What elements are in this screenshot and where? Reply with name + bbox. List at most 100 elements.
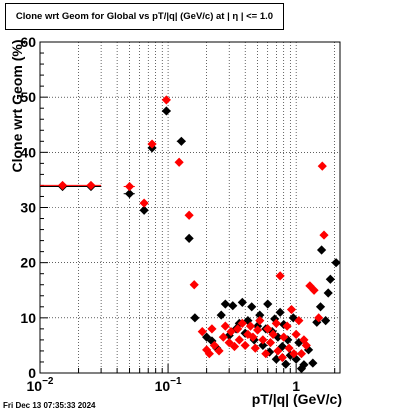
data-point (275, 307, 285, 317)
y-tick-label: 60 (20, 34, 36, 50)
data-point (218, 332, 228, 342)
data-point (57, 180, 68, 191)
series-red-points (40, 95, 329, 363)
data-point (314, 313, 324, 323)
data-point (204, 349, 214, 359)
y-axis-ticks: 0 10 20 30 40 50 60 (20, 34, 48, 381)
data-point (281, 359, 291, 369)
data-point (261, 349, 271, 359)
data-point (301, 340, 311, 351)
data-point (234, 335, 244, 345)
data-point (229, 341, 240, 352)
data-point (263, 299, 273, 309)
data-point (248, 332, 258, 342)
data-point (174, 157, 184, 167)
data-point (139, 205, 149, 215)
data-point (321, 315, 331, 326)
data-point (258, 335, 268, 345)
x-tick-label: 1 (292, 378, 300, 394)
data-point (250, 343, 260, 353)
data-point (240, 340, 250, 351)
data-point (255, 315, 265, 326)
data-point (291, 354, 301, 364)
data-point (275, 271, 285, 281)
data-point (277, 341, 287, 352)
data-point (237, 297, 247, 307)
chart-title: Clone wrt Geom for Global vs pT/|q| (GeV… (5, 3, 284, 30)
data-point (258, 340, 268, 351)
data-point (209, 340, 219, 351)
data-point (207, 324, 217, 334)
data-point (197, 327, 207, 337)
data-point (226, 327, 236, 337)
data-point (265, 338, 276, 348)
data-point (264, 347, 275, 357)
data-point (224, 330, 234, 341)
data-point (202, 345, 212, 355)
data-point (214, 346, 224, 356)
data-point (237, 318, 247, 328)
data-point (282, 321, 292, 331)
data-point (176, 136, 186, 146)
data-point (245, 321, 256, 331)
data-point (139, 198, 149, 208)
data-point (268, 329, 278, 339)
data-point (207, 336, 217, 346)
data-point (220, 299, 230, 309)
data-point (161, 95, 171, 105)
data-point (309, 285, 319, 295)
data-point (86, 180, 96, 191)
x-axis-ticks: 10−2 10−1 1 (27, 364, 336, 394)
data-point (233, 324, 243, 334)
data-point (271, 318, 281, 328)
data-point (277, 352, 287, 363)
data-point (299, 360, 309, 370)
data-point (216, 310, 226, 320)
data-point (323, 288, 333, 298)
data-point (124, 189, 135, 199)
data-point (279, 332, 289, 342)
data-point (184, 210, 194, 220)
data-point (247, 302, 257, 312)
data-point (316, 245, 327, 255)
data-point (308, 358, 318, 368)
data-point (220, 321, 230, 331)
data-point (294, 315, 304, 326)
footer-timestamp: Fri Dec 13 07:35:33 2024 (3, 401, 96, 410)
data-point (147, 139, 157, 149)
data-point (286, 304, 297, 315)
y-tick-label: 50 (20, 89, 36, 105)
y-tick-label: 10 (20, 310, 36, 326)
y-tick-label: 0 (28, 365, 36, 381)
data-point (319, 230, 329, 240)
data-point (315, 302, 326, 312)
data-point (255, 310, 265, 320)
data-point (296, 349, 307, 359)
data-point (271, 354, 281, 364)
data-point (252, 325, 263, 335)
data-point (273, 346, 283, 356)
y-axis-label: Clone wrt Geom (%) (9, 39, 25, 173)
x-tick-label: 10−2 (27, 376, 54, 394)
data-point (190, 313, 200, 323)
y-tick-label: 30 (20, 200, 36, 216)
y-tick-label: 20 (20, 255, 36, 271)
data-point (291, 329, 301, 339)
x-axis-label: pT/|q| (GeV/c) (251, 391, 342, 407)
data-point (243, 329, 253, 339)
data-point (325, 274, 335, 284)
data-point (279, 319, 289, 330)
data-point (189, 280, 199, 290)
data-point (263, 324, 273, 334)
data-point (289, 349, 299, 359)
data-point (284, 343, 294, 353)
data-point (317, 161, 327, 171)
data-point (288, 313, 298, 323)
x-tick-label: 10−1 (155, 376, 182, 394)
data-point (184, 233, 194, 243)
data-point (161, 106, 171, 116)
data-point (270, 314, 280, 324)
data-point (299, 335, 309, 345)
data-point (312, 317, 322, 327)
